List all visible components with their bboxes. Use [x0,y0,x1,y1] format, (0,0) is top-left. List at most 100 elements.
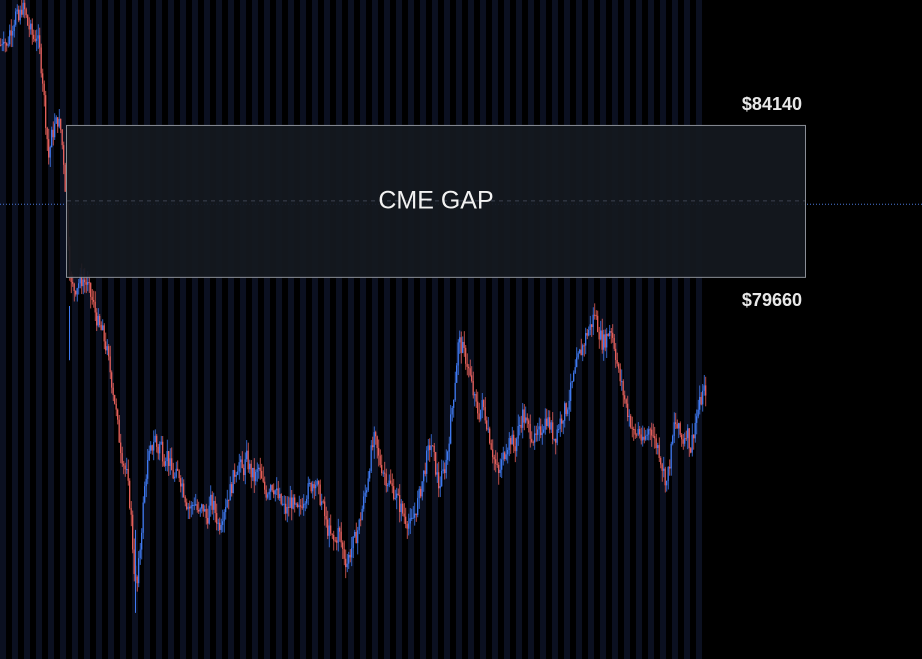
candle-body [619,368,621,382]
session-stripe [624,0,630,659]
candle-body [300,505,302,507]
candle-body [678,423,680,429]
candle-body [351,548,353,558]
candle-body [379,455,381,465]
candle-body [517,425,519,439]
candle-body [352,536,354,549]
candle-body [594,314,596,316]
candle-body [556,429,558,443]
candle-body [484,407,486,421]
candle-body [294,497,296,505]
candle-body [697,409,699,417]
candle-body [642,436,644,441]
candle-body [480,409,482,420]
candle-body [568,400,570,410]
candle-body [442,469,444,472]
candle-body [466,363,468,367]
candle-body [462,341,464,353]
candle-body [696,416,698,423]
candle-body [198,509,200,512]
candle-body [154,435,156,443]
candle-body [699,396,701,410]
candle-body [601,330,603,350]
candle-body [52,129,54,138]
candle-body [214,500,216,514]
candle-body [33,34,35,39]
candle-body [90,283,92,297]
candle-body [573,372,575,382]
candle-body [382,472,384,474]
candle-body [687,428,689,439]
candle-body [457,342,459,366]
candle-body [258,467,260,470]
candle-body [327,519,329,536]
candle-body [399,495,401,512]
session-stripe [540,0,546,659]
session-stripe [48,0,54,659]
candle-body [60,118,62,130]
candle-body [259,467,261,471]
candle-body [588,329,590,336]
candle-body [142,502,144,533]
candle-body [226,499,228,508]
candle-body [589,324,591,330]
candle-body [702,390,704,405]
candle-body [508,438,510,450]
candle-body [243,468,245,476]
candle-body [100,325,102,331]
candle-body [529,423,531,439]
session-stripe [600,0,606,659]
candle-body [111,372,113,388]
candle-body [640,434,642,441]
candle-body [571,381,573,383]
candle-body [453,400,455,408]
candle-body [16,9,18,12]
candle-body [261,470,263,479]
candle-body [40,47,42,74]
candle-body [681,434,683,440]
candle-body [502,452,504,460]
session-stripe [204,0,210,659]
candle-body [648,429,650,435]
candle-body [460,337,462,353]
candle-body [519,425,521,427]
candle-body [238,462,240,472]
candle-body [315,484,317,489]
candle-body [124,465,126,470]
candle-body [346,563,348,568]
candle-body [664,468,666,486]
candle-body [685,438,687,440]
candle-body [511,434,513,445]
candle-body [669,466,671,469]
candle-body [192,504,194,506]
candle-body [676,424,678,429]
candle-body [496,463,498,465]
candle-body [30,23,32,30]
candle-body [199,508,201,512]
candle-body [454,382,456,401]
candle-body [177,468,179,471]
candlestick-series [0,0,707,613]
candle-body [175,468,177,477]
candle-body [216,513,218,524]
session-stripe [384,0,390,659]
candle-body [397,493,399,496]
candle-body [93,300,95,302]
candle-body [241,459,243,469]
candle-body [625,399,627,404]
candle-body [118,419,120,443]
candle-body [451,407,453,415]
candle-body [205,509,207,519]
session-stripe [696,0,702,659]
candle-body [532,441,534,443]
session-stripe [456,0,462,659]
candle-body [633,429,635,431]
session-stripe [324,0,330,659]
candle-body [586,333,588,336]
candle-body [253,467,255,482]
candle-body [661,464,663,471]
candle-body [271,485,273,491]
candle-body [490,443,492,450]
candle-body [603,334,605,350]
candle-body [328,525,330,536]
